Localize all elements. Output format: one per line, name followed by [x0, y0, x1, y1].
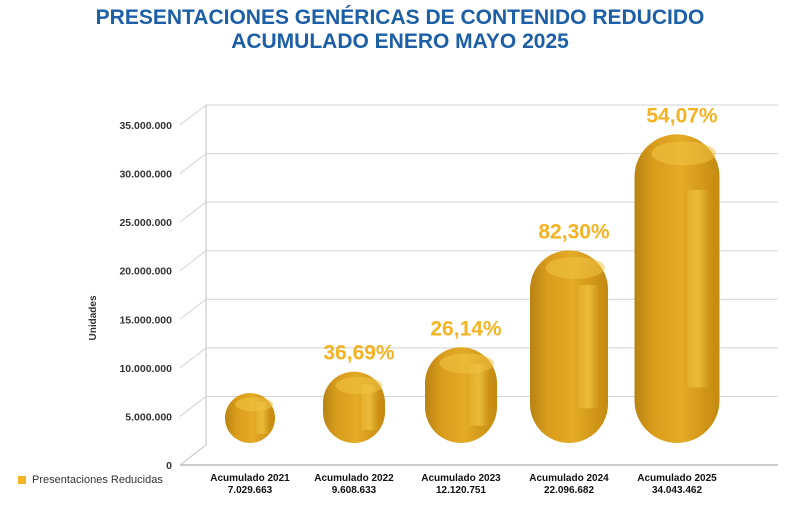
value-label: 34.043.462 [652, 485, 702, 496]
value-label: 9.608.633 [332, 485, 377, 496]
bar-sheen [439, 353, 495, 374]
legend-label: Presentaciones Reducidas [32, 474, 163, 486]
value-label: 12.120.751 [436, 485, 486, 496]
y-axis-ticks: 0 5.000.000 10.000.000 15.000.000 20.000.000… [119, 120, 172, 472]
value-label: 22.096.682 [544, 485, 594, 496]
y-axis-label: Unidades [88, 295, 99, 340]
chart-grid [179, 104, 778, 466]
y-tick-label: 35.000.000 [119, 120, 172, 132]
chart-title: PRESENTACIONES GENÉRICAS DE CONTENIDO RE… [0, 6, 800, 54]
bar-highlight [469, 364, 489, 426]
y-tick-label: 30.000.000 [119, 169, 172, 181]
bar-sheen [545, 256, 605, 279]
y-tick-label: 0 [166, 460, 172, 472]
legend: Presentaciones Reducidas [18, 474, 163, 486]
y-tick-label: 25.000.000 [119, 217, 172, 229]
y-tick-label: 10.000.000 [119, 363, 172, 375]
bar-highlight [687, 189, 710, 388]
bars-group [225, 134, 720, 443]
category-label: Acumulado 2022 [314, 473, 394, 484]
bar-sheen [651, 141, 717, 166]
growth-label: 26,14% [430, 317, 502, 340]
y-tick-label: 5.000.000 [125, 411, 172, 423]
y-tick-label: 15.000.000 [119, 314, 172, 326]
bar-sheen [235, 397, 273, 412]
gridline [179, 250, 778, 272]
growth-label: 36,69% [323, 342, 395, 365]
floor-edge-line [179, 444, 207, 466]
bar-highlight [361, 384, 378, 431]
gridline [179, 201, 778, 223]
growth-annotations: 36,69% 26,14% 82,30% 54,07% [323, 104, 718, 364]
gridline [179, 153, 778, 174]
value-label: 7.029.663 [228, 485, 273, 496]
y-tick-label: 20.000.000 [119, 266, 172, 278]
bar-sheen [335, 376, 383, 395]
chart-title-line1: PRESENTACIONES GENÉRICAS DE CONTENIDO RE… [95, 6, 705, 29]
category-label: Acumulado 2021 [210, 473, 290, 484]
legend-swatch [18, 476, 26, 484]
category-label: Acumulado 2023 [421, 473, 501, 484]
bar-highlight [578, 285, 599, 409]
chart-title-line2: ACUMULADO ENERO MAYO 2025 [231, 30, 569, 53]
growth-label: 82,30% [538, 220, 610, 243]
growth-label: 54,07% [646, 104, 718, 127]
gridline [179, 104, 778, 126]
category-label: Acumulado 2024 [529, 473, 609, 484]
category-label: Acumulado 2025 [637, 473, 717, 484]
